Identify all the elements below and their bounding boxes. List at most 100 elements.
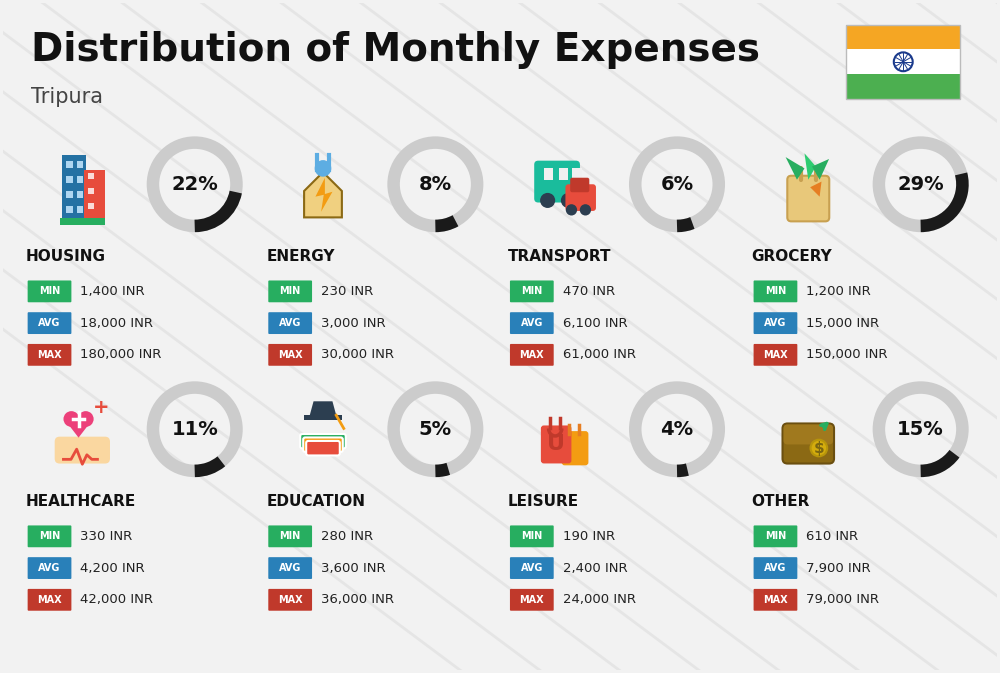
Text: MIN: MIN <box>39 287 60 296</box>
FancyBboxPatch shape <box>510 312 554 334</box>
FancyBboxPatch shape <box>306 441 340 456</box>
Text: AVG: AVG <box>38 563 61 573</box>
Text: 1,400 INR: 1,400 INR <box>80 285 145 298</box>
Text: AVG: AVG <box>38 318 61 328</box>
Text: AVG: AVG <box>521 318 543 328</box>
Text: 7,900 INR: 7,900 INR <box>806 561 871 575</box>
Text: +: + <box>93 398 109 417</box>
Text: 3,600 INR: 3,600 INR <box>321 561 386 575</box>
Text: 2,400 INR: 2,400 INR <box>563 561 627 575</box>
Text: MIN: MIN <box>521 287 542 296</box>
Text: 4,200 INR: 4,200 INR <box>80 561 145 575</box>
Text: 15%: 15% <box>897 420 944 439</box>
Text: 15,000 INR: 15,000 INR <box>806 316 879 330</box>
Text: AVG: AVG <box>764 563 787 573</box>
Text: 42,000 INR: 42,000 INR <box>80 594 153 606</box>
FancyBboxPatch shape <box>534 161 580 203</box>
Bar <box>88 173 94 178</box>
Text: MAX: MAX <box>763 350 788 360</box>
FancyBboxPatch shape <box>268 589 312 610</box>
Text: 11%: 11% <box>171 420 218 439</box>
Text: 6,100 INR: 6,100 INR <box>563 316 627 330</box>
Circle shape <box>78 411 94 427</box>
Polygon shape <box>804 153 816 180</box>
Text: TRANSPORT: TRANSPORT <box>508 249 611 264</box>
FancyBboxPatch shape <box>754 589 797 610</box>
Text: MIN: MIN <box>280 532 301 541</box>
Bar <box>66 176 73 183</box>
Text: MAX: MAX <box>520 595 544 605</box>
Bar <box>846 49 960 74</box>
Text: 18,000 INR: 18,000 INR <box>80 316 153 330</box>
Text: 29%: 29% <box>897 175 944 194</box>
Text: OTHER: OTHER <box>752 494 810 509</box>
Text: MIN: MIN <box>39 532 60 541</box>
Text: 610 INR: 610 INR <box>806 530 858 543</box>
Circle shape <box>580 204 591 215</box>
FancyBboxPatch shape <box>510 557 554 579</box>
Text: MAX: MAX <box>37 350 62 360</box>
Circle shape <box>561 193 576 208</box>
Text: 3,000 INR: 3,000 INR <box>321 316 386 330</box>
FancyBboxPatch shape <box>28 312 71 334</box>
Polygon shape <box>310 401 336 415</box>
Bar <box>572 168 582 180</box>
FancyBboxPatch shape <box>510 344 554 365</box>
Text: MIN: MIN <box>521 532 542 541</box>
Text: HOUSING: HOUSING <box>26 249 106 264</box>
Text: HEALTHCARE: HEALTHCARE <box>26 494 136 509</box>
Text: 230 INR: 230 INR <box>321 285 373 298</box>
Text: MAX: MAX <box>520 350 544 360</box>
FancyBboxPatch shape <box>784 425 833 444</box>
Circle shape <box>63 411 79 427</box>
FancyBboxPatch shape <box>562 431 588 465</box>
Bar <box>544 168 553 180</box>
Bar <box>846 74 960 99</box>
Text: ENERGY: ENERGY <box>266 249 335 264</box>
Text: AVG: AVG <box>764 318 787 328</box>
FancyBboxPatch shape <box>510 281 554 302</box>
Polygon shape <box>812 159 829 180</box>
FancyBboxPatch shape <box>541 425 571 464</box>
FancyBboxPatch shape <box>510 526 554 547</box>
FancyBboxPatch shape <box>268 312 312 334</box>
Bar <box>66 161 73 168</box>
Text: 180,000 INR: 180,000 INR <box>80 349 162 361</box>
Text: MAX: MAX <box>37 595 62 605</box>
FancyBboxPatch shape <box>55 437 110 464</box>
FancyBboxPatch shape <box>300 434 346 448</box>
Polygon shape <box>810 182 822 197</box>
Text: 1,200 INR: 1,200 INR <box>806 285 871 298</box>
Polygon shape <box>304 172 342 217</box>
Text: 8%: 8% <box>419 175 452 194</box>
FancyBboxPatch shape <box>570 178 589 192</box>
Text: EDUCATION: EDUCATION <box>266 494 365 509</box>
FancyBboxPatch shape <box>754 344 797 365</box>
Text: 190 INR: 190 INR <box>563 530 615 543</box>
Polygon shape <box>64 419 93 437</box>
Text: Tripura: Tripura <box>31 87 103 107</box>
FancyBboxPatch shape <box>565 184 596 211</box>
Text: AVG: AVG <box>279 563 301 573</box>
Text: 280 INR: 280 INR <box>321 530 373 543</box>
Bar <box>66 191 73 198</box>
Bar <box>88 188 94 194</box>
Circle shape <box>566 204 577 215</box>
Circle shape <box>540 193 555 208</box>
Bar <box>304 415 342 420</box>
Bar <box>88 203 94 209</box>
Text: LEISURE: LEISURE <box>508 494 579 509</box>
FancyBboxPatch shape <box>268 281 312 302</box>
Text: MIN: MIN <box>280 287 301 296</box>
Text: 61,000 INR: 61,000 INR <box>563 349 636 361</box>
Text: 5%: 5% <box>419 420 452 439</box>
Text: AVG: AVG <box>521 563 543 573</box>
Text: 6%: 6% <box>660 175 694 194</box>
Text: Distribution of Monthly Expenses: Distribution of Monthly Expenses <box>31 32 760 69</box>
Text: 30,000 INR: 30,000 INR <box>321 349 394 361</box>
Bar <box>559 168 568 180</box>
FancyBboxPatch shape <box>268 526 312 547</box>
Bar <box>77 176 83 183</box>
Text: 79,000 INR: 79,000 INR <box>806 594 879 606</box>
FancyBboxPatch shape <box>754 557 797 579</box>
